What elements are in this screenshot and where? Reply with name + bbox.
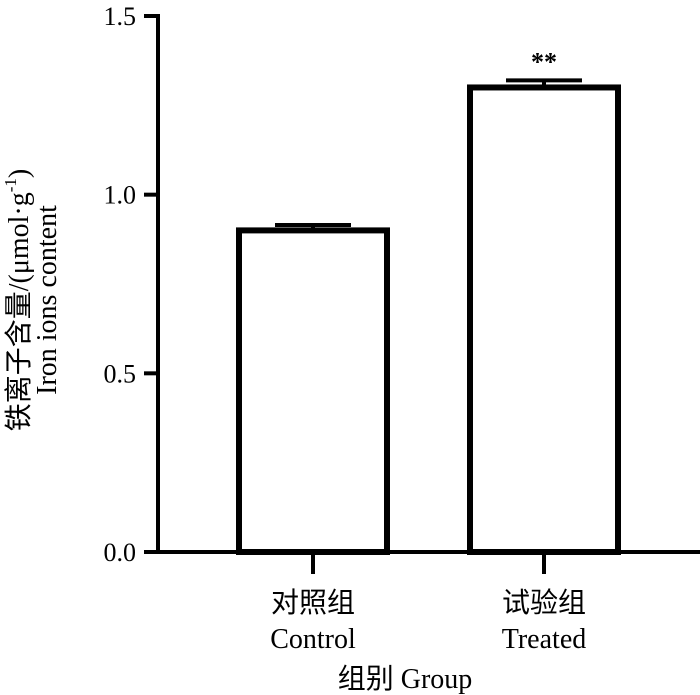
x-tick-label-zh-0: 对照组 (271, 587, 355, 619)
y-axis-title-en: Iron ions content (32, 205, 63, 395)
y-tick-label-3: 1.5 (104, 2, 137, 31)
bar-treated (467, 84, 621, 555)
x-tick-label-zh-1: 试验组 (502, 587, 586, 619)
bar-control (236, 227, 390, 555)
y-axis-title-zh: 铁离子含量/(μmol·g-1) (1, 169, 35, 432)
x-tick-label-en-1: Treated (502, 624, 587, 655)
bars: ** (236, 47, 621, 555)
y-tick-label-1: 0.5 (104, 359, 137, 388)
x-tick-label-en-0: Control (270, 624, 356, 655)
x-axis-title: 组别 Group (338, 663, 473, 695)
y-tick-label-0: 0.0 (104, 538, 137, 567)
x-axis: 对照组 Control 试验组 Treated (156, 550, 700, 655)
significance-label-treated: ** (531, 47, 557, 76)
y-axis-title-group: 铁离子含量/(μmol·g-1) Iron ions content (1, 169, 63, 432)
y-axis: 0.0 0.5 1.0 1.5 (104, 2, 160, 567)
y-tick-label-2: 1.0 (104, 181, 137, 210)
